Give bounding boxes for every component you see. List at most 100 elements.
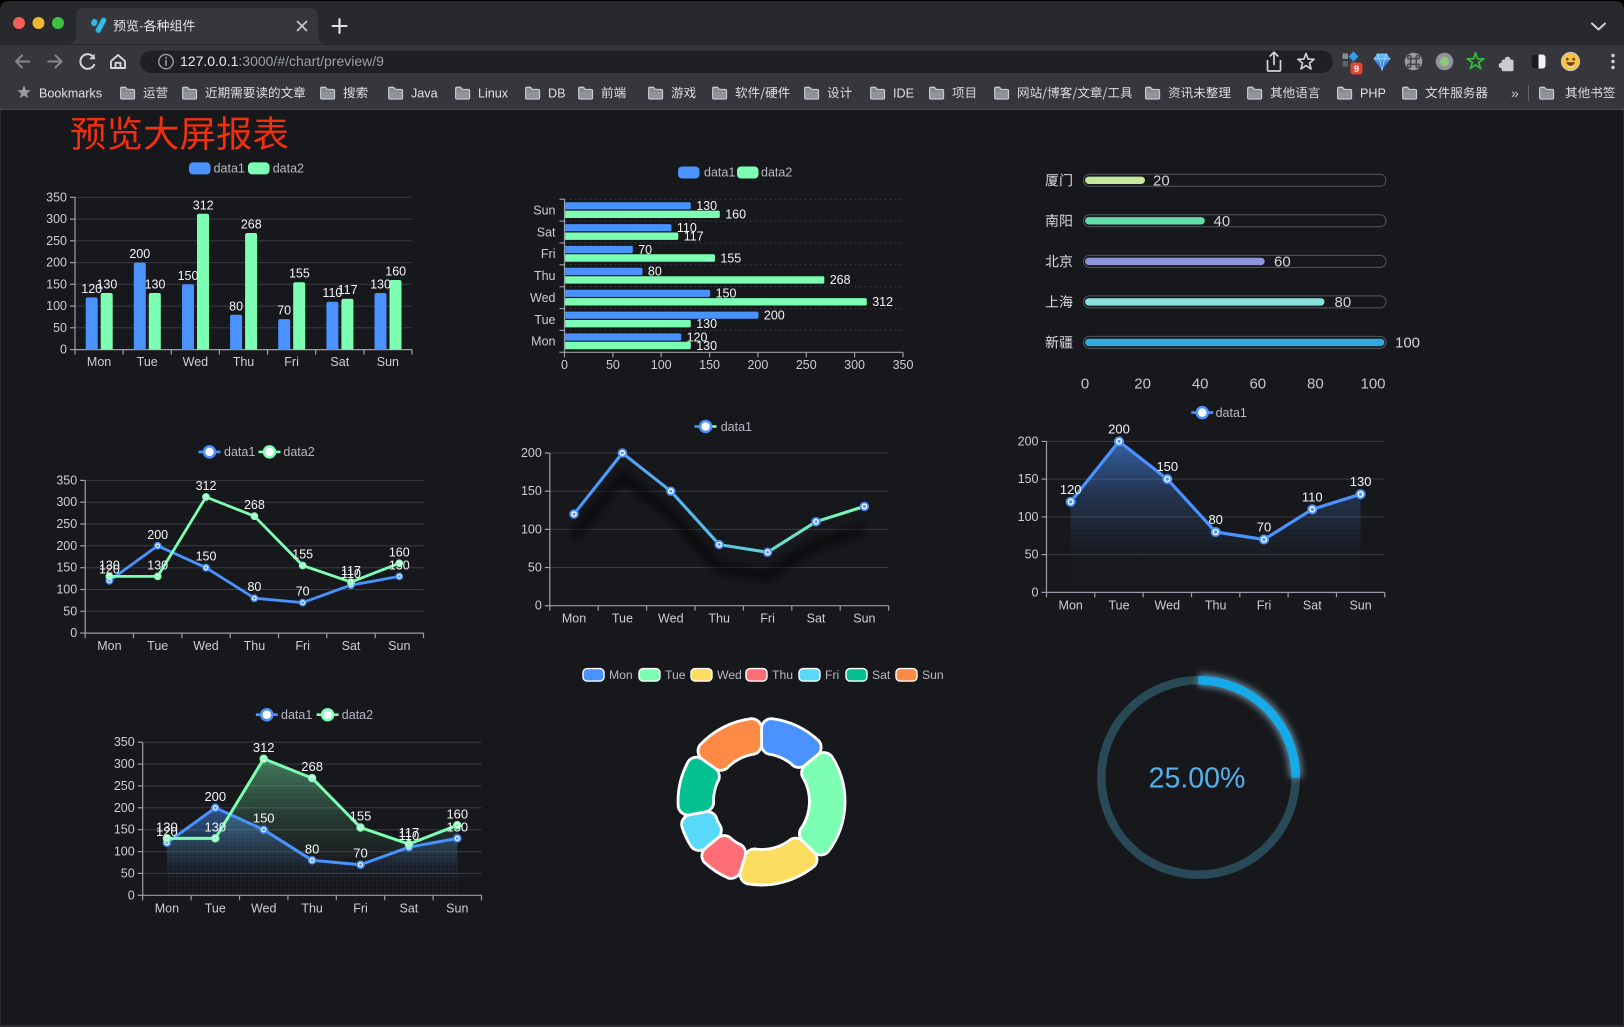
svg-text:117: 117 (341, 564, 361, 578)
svg-text:100: 100 (521, 522, 542, 536)
svg-text:250: 250 (114, 779, 135, 793)
svg-text:150: 150 (178, 269, 199, 283)
svg-text:130: 130 (446, 819, 468, 834)
svg-text:Sat: Sat (537, 225, 556, 239)
svg-text:Thu: Thu (1205, 598, 1227, 612)
svg-text:150: 150 (196, 550, 217, 564)
svg-text:Sun: Sun (446, 901, 468, 915)
svg-text:50: 50 (528, 561, 542, 575)
svg-text:0: 0 (1032, 585, 1039, 599)
svg-text:312: 312 (872, 295, 893, 309)
svg-text:Sun: Sun (533, 203, 555, 217)
svg-text:50: 50 (53, 321, 67, 335)
svg-text:100: 100 (46, 299, 67, 313)
svg-text:data1: data1 (214, 162, 245, 176)
svg-text:40: 40 (1192, 376, 1209, 393)
svg-text:130: 130 (99, 558, 120, 572)
svg-text:Mon: Mon (155, 901, 179, 915)
svg-text:Tue: Tue (665, 668, 686, 682)
svg-text:Sat: Sat (330, 355, 349, 369)
svg-text:110: 110 (341, 567, 361, 581)
svg-text:80: 80 (1208, 512, 1222, 527)
svg-text:117: 117 (399, 825, 420, 840)
svg-text:0: 0 (128, 888, 135, 902)
svg-text:50: 50 (1025, 548, 1039, 562)
svg-text:80: 80 (247, 580, 261, 594)
svg-text:117: 117 (338, 283, 358, 297)
svg-text:130: 130 (204, 819, 226, 834)
svg-text:data1: data1 (281, 708, 312, 722)
svg-text:250: 250 (56, 517, 77, 531)
svg-text:Tue: Tue (1108, 598, 1129, 612)
svg-text:data2: data2 (342, 708, 373, 722)
svg-text:100: 100 (651, 358, 672, 372)
svg-text:117: 117 (684, 230, 704, 244)
svg-text:130: 130 (96, 278, 117, 292)
svg-text:Bookmarks: Bookmarks (39, 86, 102, 100)
svg-text:Sat: Sat (400, 901, 419, 915)
svg-text:350: 350 (114, 735, 135, 749)
svg-text:155: 155 (289, 267, 310, 281)
svg-text:200: 200 (764, 309, 785, 323)
svg-text:Mon: Mon (97, 639, 121, 653)
svg-text:150: 150 (1156, 459, 1178, 474)
svg-text:data1: data1 (224, 445, 255, 459)
svg-text:40: 40 (1214, 213, 1231, 230)
svg-text:Mon: Mon (531, 335, 555, 349)
svg-text:Wed: Wed (1155, 598, 1181, 612)
svg-text:Thu: Thu (301, 901, 323, 915)
svg-text:50: 50 (121, 866, 135, 880)
svg-text:Thu: Thu (233, 355, 255, 369)
svg-text:9: 9 (1354, 64, 1359, 75)
svg-text:Sun: Sun (922, 668, 944, 682)
svg-text:0: 0 (535, 599, 542, 613)
svg-text:Tue: Tue (137, 355, 158, 369)
svg-text:80: 80 (648, 265, 662, 279)
svg-text:150: 150 (56, 561, 77, 575)
svg-text:0: 0 (561, 358, 568, 372)
svg-text:312: 312 (253, 740, 275, 755)
svg-text:Mon: Mon (609, 668, 633, 682)
svg-text:155: 155 (350, 809, 372, 824)
svg-text:350: 350 (46, 190, 67, 204)
svg-text:data2: data2 (273, 162, 304, 176)
svg-text:130: 130 (696, 317, 717, 331)
svg-text:Mon: Mon (562, 612, 586, 626)
svg-text:Tue: Tue (612, 612, 633, 626)
svg-text:Wed: Wed (530, 291, 556, 305)
svg-text:»: » (1511, 85, 1519, 101)
svg-text:Sat: Sat (807, 612, 826, 626)
svg-text:data1: data1 (721, 420, 752, 434)
svg-text:150: 150 (1018, 472, 1039, 486)
svg-text:Mon: Mon (87, 355, 111, 369)
svg-text:100: 100 (1360, 376, 1385, 393)
svg-text:Wed: Wed (251, 901, 277, 915)
svg-text:Wed: Wed (658, 612, 684, 626)
svg-text:70: 70 (638, 243, 652, 257)
svg-text:70: 70 (353, 846, 367, 861)
svg-text:80: 80 (305, 841, 319, 856)
svg-text:Tue: Tue (534, 313, 555, 327)
svg-text:130: 130 (156, 819, 178, 834)
svg-text:250: 250 (46, 234, 67, 248)
svg-text:Fri: Fri (295, 639, 310, 653)
svg-text:127.0.0.1:3000/#/chart/preview: 127.0.0.1:3000/#/chart/preview/9 (180, 53, 384, 69)
svg-text:80: 80 (229, 299, 243, 313)
svg-text:100: 100 (114, 845, 135, 859)
svg-text:268: 268 (830, 273, 851, 287)
svg-text:160: 160 (446, 806, 468, 821)
svg-text:data2: data2 (283, 445, 314, 459)
svg-text:Sat: Sat (342, 639, 361, 653)
svg-text:250: 250 (796, 358, 817, 372)
svg-text:110: 110 (1302, 489, 1323, 504)
svg-text:200: 200 (747, 358, 768, 372)
svg-text:Fri: Fri (760, 612, 775, 626)
svg-text:130: 130 (145, 278, 166, 292)
svg-text:200: 200 (147, 528, 168, 542)
svg-text:150: 150 (114, 823, 135, 837)
svg-text:Mon: Mon (1059, 598, 1083, 612)
svg-text:110: 110 (677, 221, 697, 235)
svg-text:data2: data2 (761, 166, 792, 180)
svg-text:50: 50 (606, 358, 620, 372)
svg-text:120: 120 (1060, 482, 1082, 497)
